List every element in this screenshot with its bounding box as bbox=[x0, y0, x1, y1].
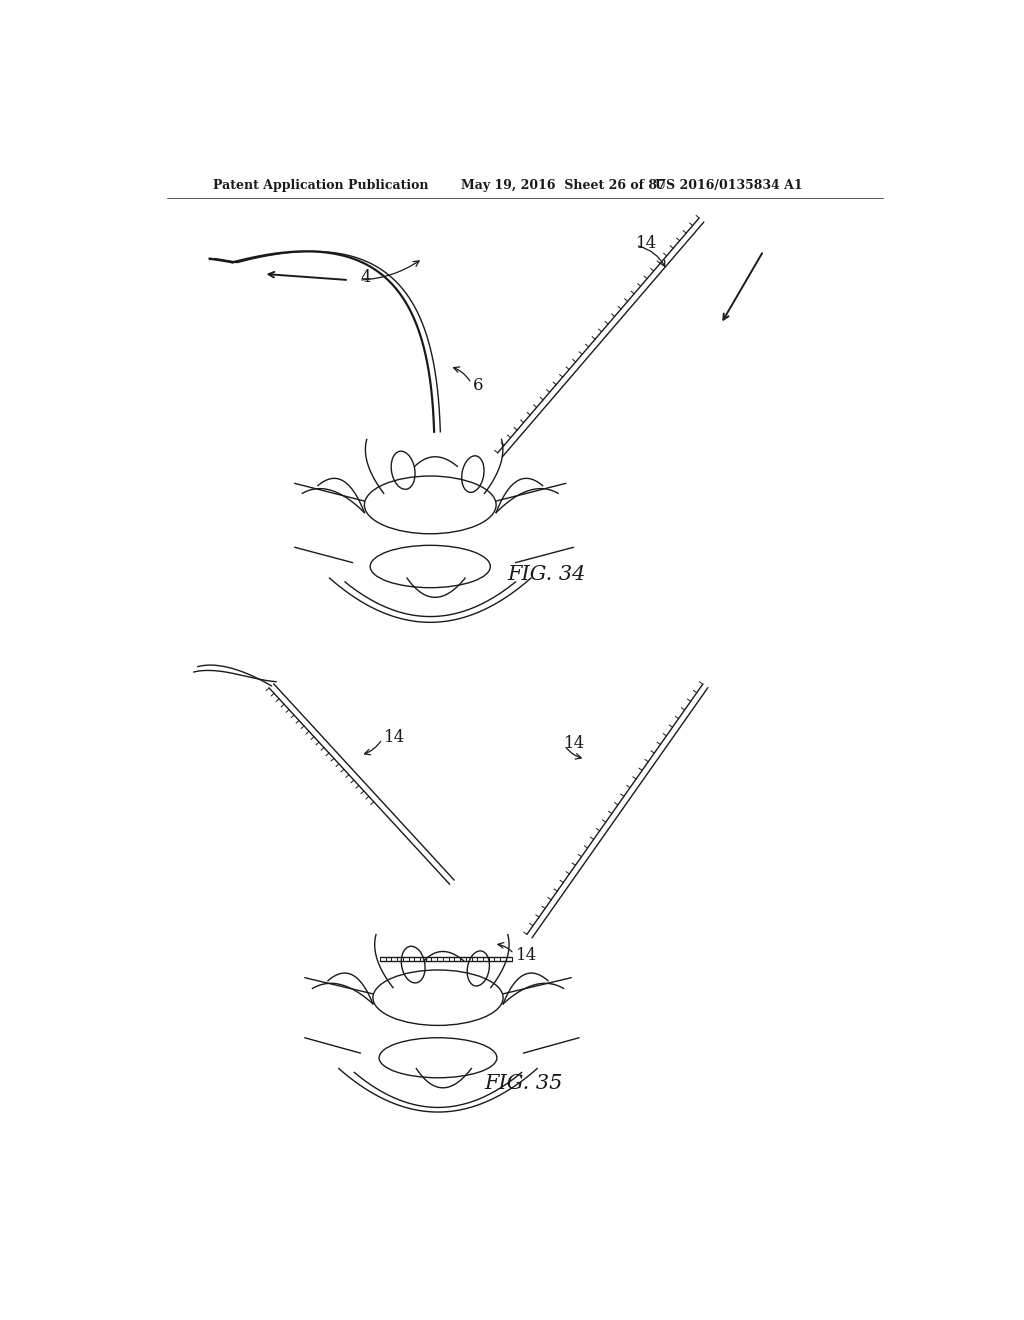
Text: 6: 6 bbox=[473, 378, 483, 395]
Text: May 19, 2016  Sheet 26 of 87: May 19, 2016 Sheet 26 of 87 bbox=[461, 178, 666, 191]
Text: FIG. 34: FIG. 34 bbox=[507, 565, 586, 583]
Text: 14: 14 bbox=[636, 235, 656, 252]
Text: US 2016/0135834 A1: US 2016/0135834 A1 bbox=[655, 178, 803, 191]
Text: 14: 14 bbox=[563, 735, 585, 752]
Text: Patent Application Publication: Patent Application Publication bbox=[213, 178, 429, 191]
Text: 4: 4 bbox=[360, 269, 371, 286]
Text: 14: 14 bbox=[384, 729, 406, 746]
Text: FIG. 35: FIG. 35 bbox=[484, 1074, 562, 1093]
Text: 14: 14 bbox=[515, 946, 537, 964]
